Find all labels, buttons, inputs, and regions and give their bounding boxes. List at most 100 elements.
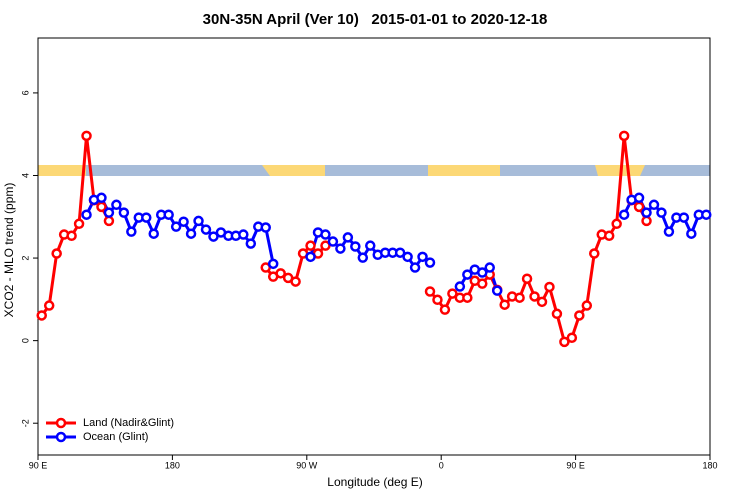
x-tick-label: 0	[439, 460, 444, 470]
point	[126, 226, 137, 237]
point	[290, 276, 301, 287]
point	[200, 224, 212, 235]
point	[96, 201, 107, 213]
y-tick-label: 2	[20, 256, 30, 261]
point	[43, 300, 55, 311]
y-axis-label: XCO2 - MLO trend (ppm)	[2, 183, 16, 318]
point	[148, 228, 159, 239]
point	[357, 252, 369, 263]
point	[111, 199, 122, 211]
series-line	[85, 196, 707, 292]
point	[342, 232, 354, 243]
point	[305, 240, 316, 251]
point	[618, 130, 630, 142]
point	[529, 291, 540, 302]
point	[81, 209, 92, 220]
point	[559, 336, 570, 348]
point	[521, 273, 533, 284]
point	[103, 215, 115, 227]
legend-marker	[55, 417, 67, 429]
point	[603, 230, 615, 242]
point	[118, 207, 130, 218]
point	[245, 238, 257, 249]
x-tick-label: 180	[165, 460, 180, 470]
point	[327, 236, 339, 247]
point	[96, 192, 107, 204]
point	[477, 267, 488, 278]
point	[701, 209, 712, 220]
plot-frame	[37, 37, 711, 456]
x-tick-label: 90 E	[29, 460, 48, 470]
y-tick-label: -2	[20, 419, 30, 427]
point	[618, 209, 630, 220]
point	[447, 288, 458, 299]
point	[365, 240, 376, 251]
point	[551, 308, 563, 320]
point	[36, 310, 47, 321]
point	[185, 228, 197, 239]
legend-label: Ocean (Glint)	[83, 431, 148, 443]
surface-mask	[38, 165, 710, 176]
point	[633, 201, 645, 213]
point	[73, 218, 85, 230]
point	[566, 332, 578, 343]
point	[611, 218, 622, 230]
point	[536, 296, 548, 308]
y-tick-label: 4	[20, 173, 30, 178]
land-strip	[38, 165, 86, 176]
ocean-strip	[38, 165, 710, 176]
point	[477, 278, 488, 289]
point	[402, 251, 413, 263]
legend-label: Land (Nadir&Glint)	[83, 417, 174, 429]
point	[275, 268, 286, 279]
land-strip	[428, 165, 500, 176]
land-strip	[262, 165, 325, 176]
point	[163, 209, 174, 220]
point	[417, 251, 428, 263]
point	[439, 304, 451, 315]
point	[51, 248, 62, 259]
point	[514, 292, 525, 303]
point	[491, 285, 503, 296]
point	[663, 226, 675, 237]
point	[409, 262, 421, 273]
point	[589, 248, 600, 259]
x-tick-label: 90 E	[566, 460, 585, 470]
point	[424, 286, 436, 297]
x-tick-label: 180	[702, 460, 717, 470]
point	[648, 199, 660, 211]
point	[320, 229, 331, 240]
legend-marker	[55, 431, 67, 443]
point	[260, 222, 271, 233]
point	[335, 243, 346, 254]
y-tick-label: 0	[20, 338, 30, 343]
point	[320, 240, 331, 251]
point	[678, 212, 690, 223]
point	[350, 241, 361, 252]
point	[462, 269, 473, 280]
point	[462, 292, 473, 303]
point	[305, 251, 316, 263]
point	[170, 221, 182, 232]
point	[641, 215, 652, 227]
point	[103, 207, 115, 218]
x-axis-label: Longitude (deg E)	[327, 475, 422, 489]
point	[208, 231, 219, 242]
point	[686, 228, 697, 239]
chart-title: 30N-35N April (Ver 10) 2015-01-01 to 202…	[203, 11, 548, 28]
point	[574, 310, 585, 321]
point	[633, 192, 645, 204]
point	[424, 257, 436, 268]
point	[432, 294, 443, 306]
point	[581, 300, 593, 311]
point	[641, 207, 652, 218]
point	[193, 215, 204, 227]
point	[544, 281, 555, 293]
point	[141, 212, 152, 223]
point	[81, 130, 92, 142]
point	[656, 207, 667, 218]
point	[178, 216, 189, 227]
point	[499, 299, 510, 310]
point	[238, 229, 249, 240]
